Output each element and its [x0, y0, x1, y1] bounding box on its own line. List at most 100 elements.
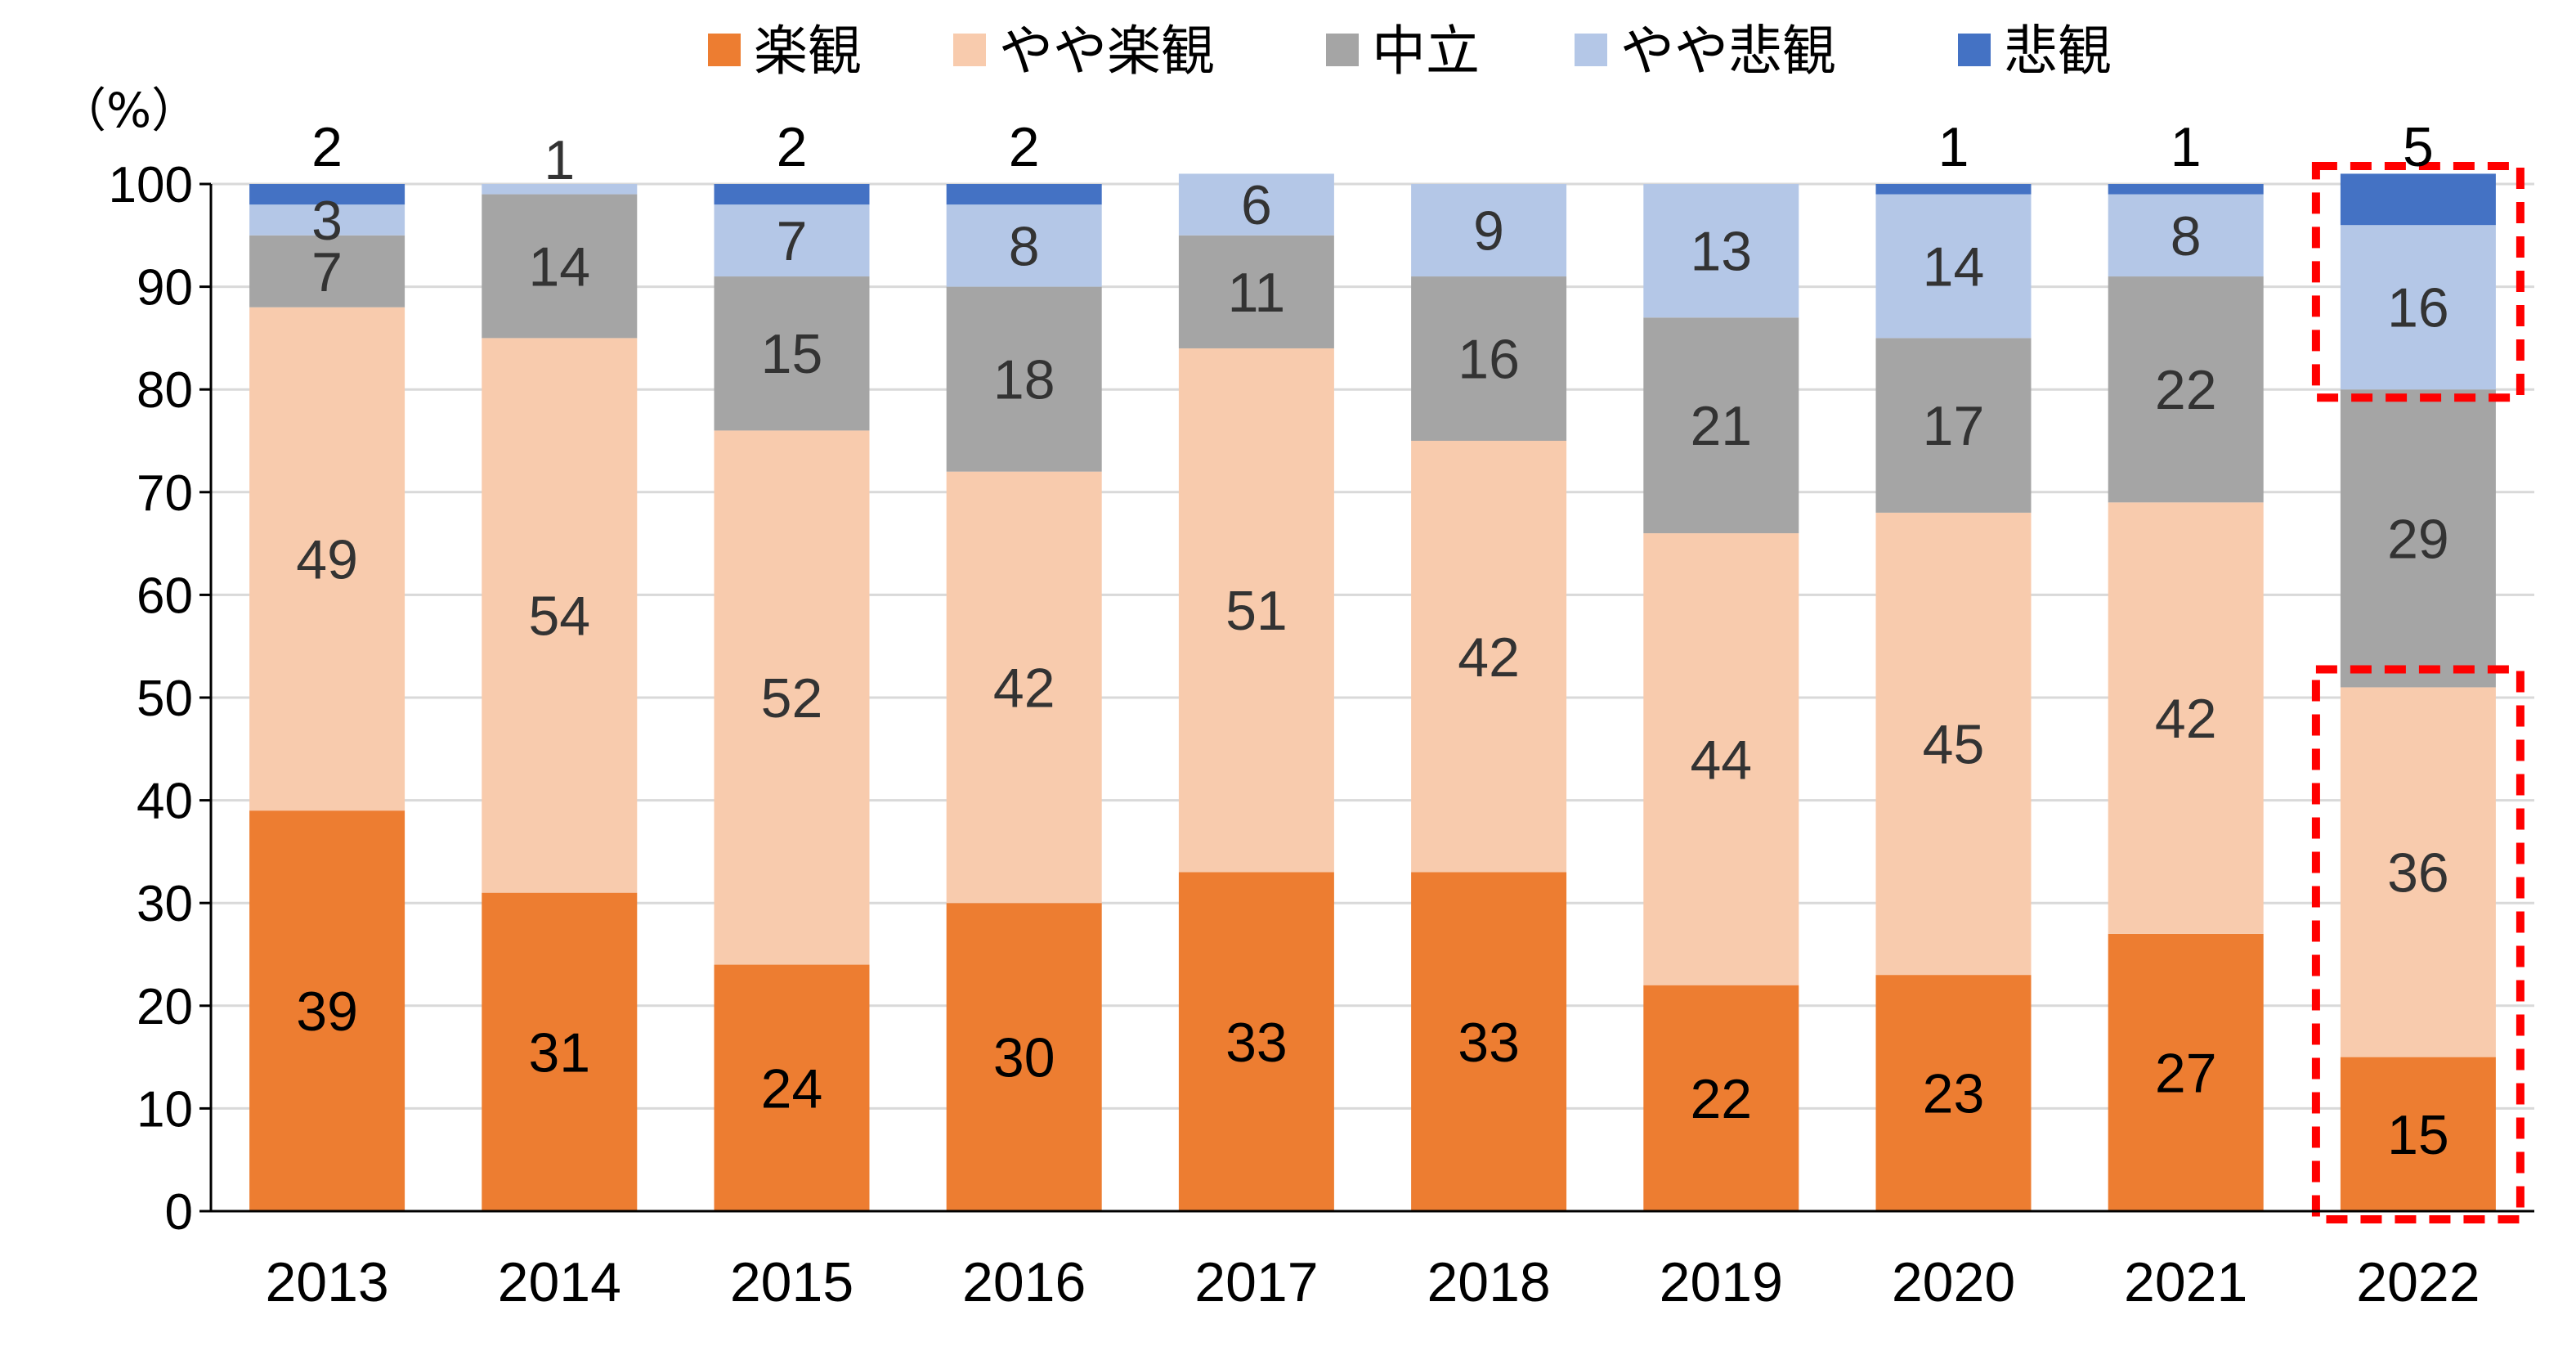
- bar-segment-2022-3: [2340, 389, 2496, 688]
- x-category-label: 2014: [498, 1251, 621, 1313]
- bar-segment-2016-2: [946, 471, 1102, 904]
- bar-segment-2019-1: [1643, 985, 1799, 1211]
- data-label: 21: [1690, 395, 1752, 457]
- bar-segment-2020-3: [1875, 338, 2032, 513]
- bar-segment-2019-2: [1643, 533, 1799, 985]
- bar-segment-2016-1: [946, 903, 1102, 1211]
- legend-label: 楽観: [754, 20, 862, 83]
- bar-segment-2015-1: [714, 964, 870, 1211]
- bar-segment-2016-5: [946, 184, 1102, 205]
- bar-segment-2018-3: [1411, 276, 1567, 441]
- data-label: 31: [528, 1021, 590, 1084]
- data-label: 42: [2155, 688, 2217, 750]
- data-label: 36: [2387, 842, 2449, 904]
- data-labels: 3949732315414124521572304218823351116334…: [296, 116, 2448, 1166]
- data-label: 52: [761, 667, 823, 729]
- legend-swatch: [1575, 34, 1607, 66]
- x-category-label: 2021: [2124, 1251, 2247, 1313]
- x-category-label: 2022: [2356, 1251, 2480, 1313]
- bar-segment-2013-3: [249, 235, 405, 307]
- y-tick-label: 60: [137, 568, 193, 624]
- data-label: 13: [1690, 221, 1752, 283]
- bar-segment-2015-4: [714, 204, 870, 277]
- data-label: 15: [2387, 1104, 2449, 1166]
- bar-segment-2019-3: [1643, 317, 1799, 534]
- bar-segment-2015-5: [714, 184, 870, 205]
- bar-segment-2017-2: [1178, 348, 1334, 873]
- data-label: 3: [311, 190, 343, 252]
- legend-label: 悲観: [2004, 20, 2112, 83]
- y-tick-label: 100: [109, 157, 193, 213]
- axes: 0 10 20 30 40 50 60 70 80 90 100 2013 2014 2015 2016 20…: [109, 157, 2534, 1313]
- bar-segment-2021-3: [2108, 276, 2264, 503]
- bar-segment-2014-2: [482, 338, 638, 893]
- legend-swatch: [953, 34, 986, 66]
- bar-segment-2018-2: [1411, 441, 1567, 873]
- data-label: 29: [2387, 508, 2449, 570]
- bar-segment-2017-3: [1178, 235, 1334, 348]
- data-label: 11: [1228, 262, 1286, 324]
- legend-swatch: [1958, 34, 1991, 66]
- data-label: 39: [296, 981, 358, 1043]
- data-label: 14: [1923, 236, 1985, 298]
- x-category-label: 2020: [1892, 1251, 2015, 1313]
- bar-segment-2017-4: [1178, 173, 1334, 236]
- data-label: 7: [777, 210, 808, 272]
- legend-swatch: [1326, 34, 1359, 66]
- highlight-boxes: [2311, 162, 2524, 1223]
- bar-segment-2020-5: [1875, 184, 2032, 195]
- data-label: 33: [1225, 1012, 1288, 1074]
- bar-segment-2021-4: [2108, 194, 2264, 277]
- bar-segment-2021-2: [2108, 502, 2264, 934]
- bars: [249, 173, 2496, 1211]
- data-label: 24: [761, 1057, 823, 1120]
- x-category-label: 2016: [962, 1251, 1086, 1313]
- data-label: 16: [1458, 329, 1520, 391]
- bar-segment-2020-4: [1875, 194, 2032, 339]
- x-category-label: 2015: [730, 1251, 853, 1313]
- y-tick-label: 70: [137, 465, 193, 522]
- data-label: 2: [311, 116, 343, 178]
- bar-segment-2014-4: [482, 184, 638, 195]
- bar-segment-2013-4: [249, 204, 405, 236]
- data-label: 2: [1009, 116, 1040, 178]
- data-label: 22: [1690, 1068, 1752, 1130]
- legend-label: やや悲観: [1620, 20, 1836, 83]
- y-tick-label: 90: [137, 260, 193, 316]
- data-label: 2: [777, 116, 808, 178]
- data-label: 27: [2155, 1042, 2217, 1104]
- data-label: 18: [993, 349, 1055, 411]
- data-label: 14: [528, 236, 590, 298]
- bar-segment-2013-1: [249, 810, 405, 1211]
- data-label: 15: [761, 323, 823, 385]
- bar-segment-2013-2: [249, 307, 405, 811]
- bar-segment-2021-5: [2108, 184, 2264, 195]
- data-label: 17: [1923, 395, 1985, 457]
- data-label: 6: [1241, 174, 1272, 236]
- x-category-label: 2013: [265, 1251, 388, 1313]
- bar-segment-2015-2: [714, 430, 870, 965]
- legend-label: やや楽観: [999, 20, 1215, 83]
- y-tick-label: 50: [137, 671, 193, 727]
- highlight-box-2: [2311, 162, 2524, 402]
- bar-segment-2018-4: [1411, 184, 1567, 277]
- bar-segment-2017-1: [1178, 872, 1334, 1211]
- data-label: 54: [528, 586, 590, 648]
- data-label: 8: [2171, 205, 2202, 267]
- bar-segment-2020-1: [1875, 975, 2032, 1211]
- data-label: 9: [1473, 200, 1504, 263]
- bar-segment-2021-1: [2108, 933, 2264, 1211]
- data-label: 8: [1009, 215, 1040, 277]
- y-tick-label: 80: [137, 362, 193, 419]
- bar-segment-2022-1: [2340, 1057, 2496, 1211]
- data-label: 7: [311, 241, 343, 303]
- data-label: 44: [1690, 729, 1752, 791]
- bar-segment-2022-5: [2340, 173, 2496, 226]
- y-tick-label: 0: [165, 1184, 193, 1241]
- y-tick-label: 30: [137, 876, 193, 932]
- data-label: 1: [544, 129, 575, 191]
- bar-segment-2020-2: [1875, 512, 2032, 976]
- data-label: 16: [2387, 277, 2449, 339]
